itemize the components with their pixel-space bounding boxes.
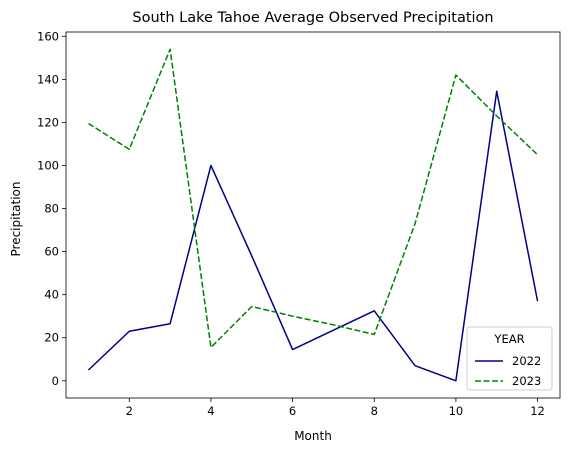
series-line-2023: [88, 48, 539, 349]
data-point-2022: [455, 380, 457, 382]
data-point-2022: [291, 348, 293, 350]
x-tick-label: 4: [207, 404, 214, 418]
data-point-2022: [128, 330, 130, 332]
x-tick-label: 12: [530, 404, 545, 418]
data-point-2023: [291, 315, 293, 317]
data-point-2022: [332, 329, 334, 331]
y-tick-label: 40: [44, 288, 59, 302]
y-tick-label: 60: [44, 245, 59, 259]
data-point-2022: [496, 90, 498, 92]
x-tick-label: 8: [371, 404, 378, 418]
data-point-2023: [455, 74, 457, 76]
x-axis-label: Month: [294, 429, 332, 443]
y-tick-label: 120: [37, 115, 59, 129]
y-tick-label: 140: [37, 72, 59, 86]
legend-title: YEAR: [493, 332, 524, 346]
data-point-2023: [128, 148, 130, 150]
legend-entry-2023: 2023: [512, 374, 541, 388]
data-point-2023: [414, 222, 416, 224]
y-tick-label: 20: [44, 331, 59, 345]
data-point-2023: [496, 115, 498, 117]
data-point-2023: [210, 346, 212, 348]
axes-frame: [65, 31, 561, 399]
plot-area: 2 4 6 8 10 12020406080100120140160YEAR2022202…: [37, 29, 561, 418]
y-tick-label: 0: [52, 374, 59, 388]
data-point-2022: [87, 369, 89, 371]
y-tick-label: 80: [44, 202, 59, 216]
chart-title: South Lake Tahoe Average Observed Precip…: [132, 10, 493, 26]
y-tick-label: 100: [37, 158, 59, 172]
y-axis-label: Precipitation: [9, 181, 23, 256]
data-point-2022: [414, 365, 416, 367]
legend: YEAR 2022 2023: [466, 326, 553, 391]
data-point-2022: [251, 255, 253, 257]
x-tick-label: 10: [449, 404, 464, 418]
data-point-2023: [373, 333, 375, 335]
data-point-2023: [169, 48, 171, 50]
legend-entry-2022: 2022: [512, 354, 541, 368]
series-line-2022: [87, 90, 539, 382]
data-point-2022: [210, 164, 212, 166]
y-tick-label: 160: [37, 29, 59, 43]
data-point-2022: [373, 310, 375, 312]
data-point-2023: [87, 122, 89, 124]
data-point-2023: [251, 305, 253, 307]
data-point-2023: [536, 154, 538, 156]
data-point-2022: [536, 300, 538, 302]
x-tick-label: 6: [289, 404, 296, 418]
x-tick-label: 2: [126, 404, 133, 418]
data-point-2022: [169, 323, 171, 325]
data-point-2023: [332, 324, 334, 326]
legend-box: [466, 326, 553, 391]
